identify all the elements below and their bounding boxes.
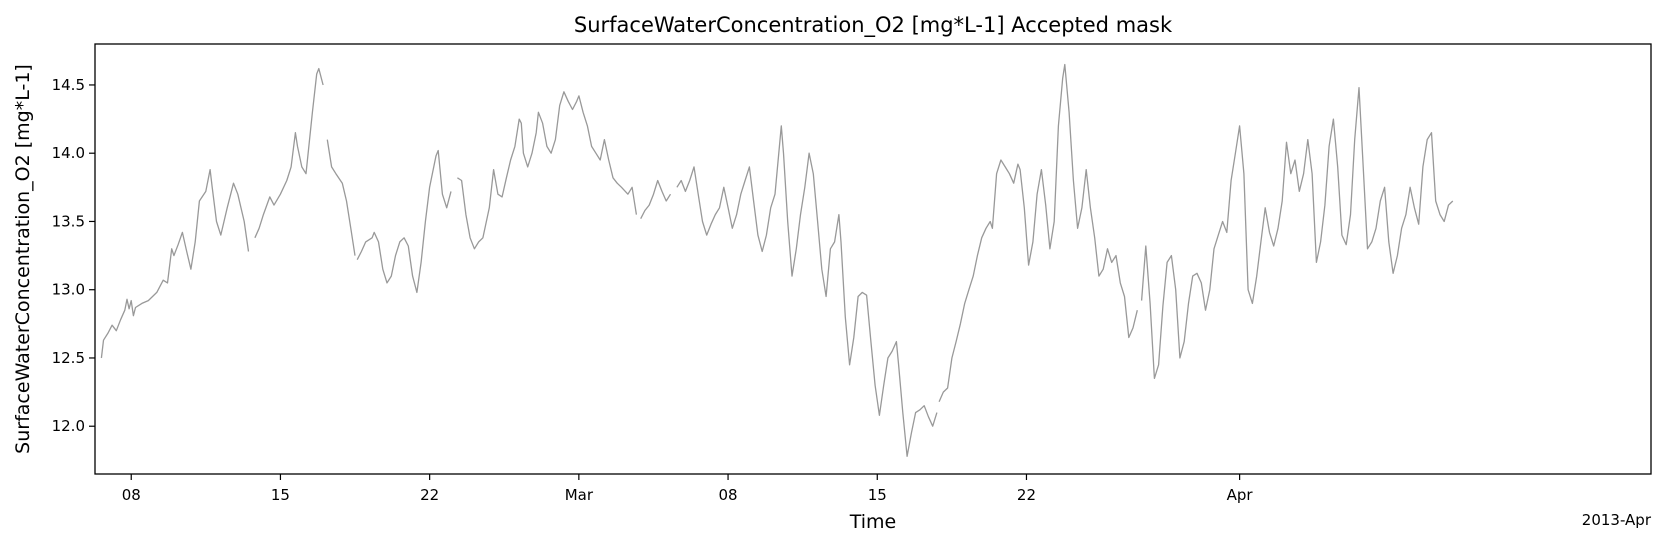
series-line-segment-1 — [100, 168, 250, 359]
series-line-segment-7 — [676, 125, 938, 457]
series-line-segment-2 — [254, 67, 324, 239]
x-tick-label-6: 15 — [868, 486, 887, 504]
x-tick-label-4: Mar — [565, 486, 594, 504]
x-tick-label-7: 22 — [1017, 486, 1036, 504]
series-line-segment-3 — [326, 139, 356, 256]
y-tick-label-5: 14.0 — [52, 144, 85, 162]
y-tick-label-2: 12.5 — [52, 349, 85, 367]
plot-area-frame — [94, 43, 1652, 475]
x-tick-label-2: 15 — [271, 486, 290, 504]
y-tick-label-4: 13.5 — [52, 212, 85, 230]
y-tick-label-1: 12.0 — [52, 417, 85, 435]
x-axis-label: Time — [849, 511, 897, 533]
series-line-segment-8 — [938, 63, 1138, 402]
y-axis-label: SurfaceWaterConcentration_O2 [mg*L-1] — [12, 64, 34, 454]
x-tick-label-5: 08 — [719, 486, 738, 504]
series-line-segment-4 — [356, 149, 452, 294]
series-layer — [100, 63, 1454, 457]
x-axis-offset-label: 2013-Apr — [1582, 511, 1652, 529]
x-axis: 08 15 22 Mar 08 15 22 Apr — [122, 474, 1254, 504]
x-tick-label-3: 22 — [420, 486, 439, 504]
series-line-segment-5 — [457, 91, 638, 250]
y-tick-label-6: 14.5 — [52, 76, 85, 94]
series-line-segment-9 — [1140, 87, 1454, 380]
y-axis: 12.0 12.5 13.0 13.5 14.0 14.5 — [52, 76, 95, 435]
series-line-segment-6 — [640, 179, 672, 219]
x-tick-label-8: Apr — [1227, 486, 1254, 504]
x-tick-label-1: 08 — [122, 486, 141, 504]
y-tick-label-3: 13.0 — [52, 281, 85, 299]
chart-title: SurfaceWaterConcentration_O2 [mg*L-1] Ac… — [574, 13, 1173, 38]
